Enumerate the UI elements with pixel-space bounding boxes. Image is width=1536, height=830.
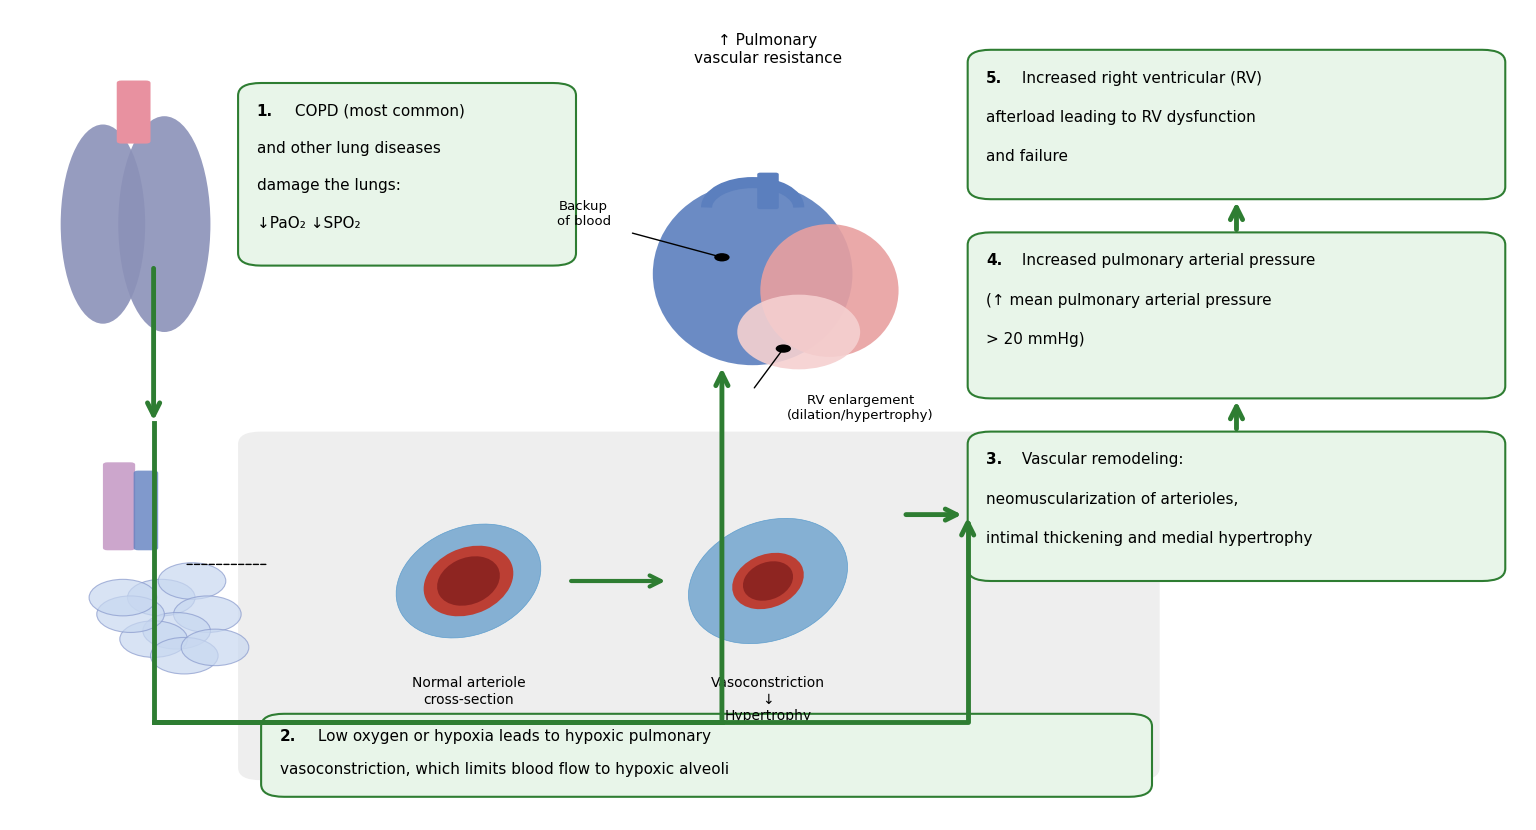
Circle shape — [151, 637, 218, 674]
Text: Increased pulmonary arterial pressure: Increased pulmonary arterial pressure — [1017, 253, 1315, 268]
Text: 5.: 5. — [986, 71, 1003, 85]
Ellipse shape — [688, 519, 848, 643]
Circle shape — [174, 596, 241, 632]
FancyBboxPatch shape — [134, 471, 158, 550]
Text: intimal thickening and medial hypertrophy: intimal thickening and medial hypertroph… — [986, 531, 1312, 546]
Text: and other lung diseases: and other lung diseases — [257, 141, 441, 156]
FancyBboxPatch shape — [261, 714, 1152, 797]
FancyBboxPatch shape — [968, 50, 1505, 199]
Ellipse shape — [438, 556, 499, 606]
Circle shape — [89, 579, 157, 616]
Circle shape — [120, 621, 187, 657]
Circle shape — [97, 596, 164, 632]
Ellipse shape — [118, 116, 210, 332]
Text: Increased right ventricular (RV): Increased right ventricular (RV) — [1017, 71, 1263, 85]
Text: damage the lungs:: damage the lungs: — [257, 178, 401, 193]
Ellipse shape — [653, 183, 852, 365]
Text: 1.: 1. — [257, 104, 272, 119]
Text: (↑ mean pulmonary arterial pressure: (↑ mean pulmonary arterial pressure — [986, 293, 1272, 308]
Text: 4.: 4. — [986, 253, 1003, 268]
Circle shape — [714, 253, 730, 261]
Text: neomuscularization of arterioles,: neomuscularization of arterioles, — [986, 492, 1238, 507]
Text: Vasoconstriction
↓
Hypertrophy: Vasoconstriction ↓ Hypertrophy — [711, 676, 825, 723]
Circle shape — [127, 579, 195, 616]
Circle shape — [158, 563, 226, 599]
FancyBboxPatch shape — [238, 83, 576, 266]
FancyBboxPatch shape — [968, 432, 1505, 581]
Circle shape — [143, 613, 210, 649]
Text: afterload leading to RV dysfunction: afterload leading to RV dysfunction — [986, 110, 1256, 125]
Ellipse shape — [743, 561, 793, 601]
FancyBboxPatch shape — [103, 462, 135, 550]
Text: COPD (most common): COPD (most common) — [290, 104, 465, 119]
FancyBboxPatch shape — [968, 232, 1505, 398]
Ellipse shape — [737, 295, 860, 369]
Text: Low oxygen or hypoxia leads to hypoxic pulmonary: Low oxygen or hypoxia leads to hypoxic p… — [313, 729, 711, 744]
Text: > 20 mmHg): > 20 mmHg) — [986, 332, 1084, 347]
Text: 2.: 2. — [280, 729, 296, 744]
Text: Backup
of blood: Backup of blood — [556, 200, 611, 228]
Text: RV enlargement
(dilation/hypertrophy): RV enlargement (dilation/hypertrophy) — [786, 394, 934, 422]
Ellipse shape — [733, 553, 803, 609]
Text: and failure: and failure — [986, 149, 1068, 164]
Ellipse shape — [396, 524, 541, 638]
Text: vasoconstriction, which limits blood flow to hypoxic alveoli: vasoconstriction, which limits blood flo… — [280, 762, 728, 777]
Text: 3.: 3. — [986, 452, 1003, 467]
Text: Vascular remodeling:: Vascular remodeling: — [1017, 452, 1183, 467]
Text: ↑ Pulmonary
vascular resistance: ↑ Pulmonary vascular resistance — [694, 33, 842, 66]
Ellipse shape — [60, 124, 144, 324]
Text: Normal arteriole
cross-section: Normal arteriole cross-section — [412, 676, 525, 706]
Circle shape — [181, 629, 249, 666]
FancyBboxPatch shape — [238, 432, 1160, 780]
Ellipse shape — [424, 545, 513, 617]
FancyBboxPatch shape — [757, 173, 779, 209]
FancyBboxPatch shape — [117, 81, 151, 144]
Ellipse shape — [760, 224, 899, 357]
Circle shape — [776, 344, 791, 353]
Text: ↓PaO₂ ↓SPO₂: ↓PaO₂ ↓SPO₂ — [257, 216, 359, 231]
